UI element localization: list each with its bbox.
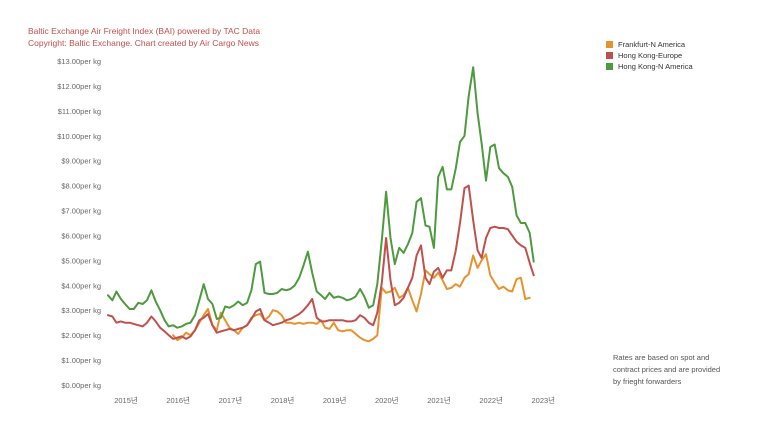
legend-item: Hong Kong-N America: [606, 61, 693, 72]
legend-swatch: [606, 63, 613, 70]
legend-item: Frankfurt-N America: [606, 39, 693, 50]
y-tick-label: $4.00per kg: [61, 281, 101, 290]
series-line-hong-kong-europe: [107, 184, 535, 340]
x-tick-label: 2019년: [323, 395, 347, 405]
legend-label: Frankfurt-N America: [618, 40, 686, 49]
y-tick-label: $9.00per kg: [61, 157, 101, 166]
chart-title: Baltic Exchange Air Freight Index (BAI) …: [28, 26, 261, 36]
series-line-hong-kong-n-america: [107, 66, 535, 329]
legend-swatch: [606, 41, 613, 48]
y-tick-label: $6.00per kg: [61, 231, 101, 240]
series-line-frankfurt-n-america: [172, 253, 531, 343]
y-tick-label: $13.00per kg: [57, 57, 101, 66]
plot-area: $0.00per kg $1.00per kg $2.00per kg $3.00pe…: [57, 57, 555, 405]
y-tick-label: $2.00per kg: [61, 331, 101, 340]
y-tick-label: $8.00per kg: [61, 182, 101, 191]
x-tick-label: 2022년: [479, 395, 503, 405]
chart-subtitle: Copyright: Baltic Exchange. Chart create…: [28, 38, 260, 48]
x-tick-label: 2017년: [219, 395, 243, 405]
y-tick-label: $12.00per kg: [57, 82, 101, 91]
y-tick-label: $5.00per kg: [61, 256, 101, 265]
y-tick-label: $3.00per kg: [61, 306, 101, 315]
legend-item: Hong Kong-Europe: [606, 50, 693, 61]
chart-footnote: Rates are based on spot and contract pri…: [613, 353, 721, 386]
legend-swatch: [606, 52, 613, 59]
y-tick-label: $10.00per kg: [57, 132, 101, 141]
y-tick-label: $11.00per kg: [58, 107, 101, 116]
y-tick-label: $7.00per kg: [61, 207, 101, 216]
x-tick-label: 2016년: [166, 395, 190, 405]
legend-label: Hong Kong-Europe: [618, 51, 683, 60]
y-tick-label: $0.00per kg: [61, 381, 101, 390]
x-tick-label: 2015년: [114, 395, 138, 405]
x-tick-label: 2021년: [427, 395, 451, 405]
y-tick-label: $1.00per kg: [61, 356, 101, 365]
legend-label: Hong Kong-N America: [618, 62, 693, 71]
chart-legend: Frankfurt-N America Hong Kong-Europe Hong …: [606, 39, 693, 72]
x-tick-label: 2023년: [532, 395, 556, 405]
x-tick-label: 2020년: [375, 395, 399, 405]
x-tick-label: 2018년: [271, 395, 295, 405]
